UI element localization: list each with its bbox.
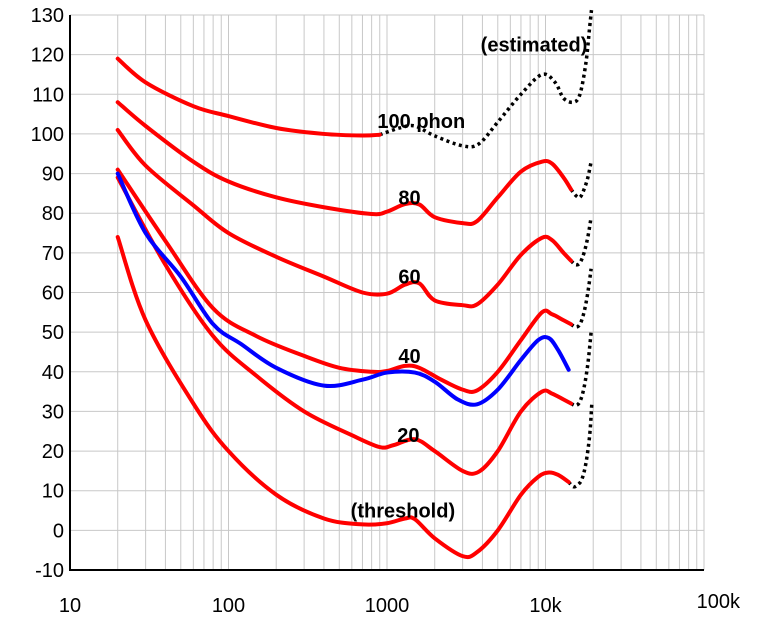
- annotation-estimated: (estimated): [481, 35, 588, 57]
- annotation-80: 80: [398, 187, 420, 209]
- y-tick-label: 60: [42, 283, 64, 305]
- series-line-40-2: [115, 167, 574, 394]
- series-line-80-4: [115, 100, 574, 226]
- y-tick-label: -10: [35, 560, 64, 582]
- series-line-extension-7: [569, 161, 593, 200]
- annotation-threshold: (threshold): [351, 501, 455, 523]
- y-tick-label: 70: [42, 243, 64, 265]
- annotation-20: 20: [397, 425, 419, 447]
- y-tick-label: 90: [42, 164, 64, 186]
- y-tick-label: 0: [53, 520, 64, 542]
- x-tick-label: 100: [212, 595, 245, 617]
- y-tick-label: 80: [42, 203, 64, 225]
- series-line-20-1: [115, 175, 574, 476]
- annotations: (estimated) 100 phon 80 60 40 20 (threshold): [351, 35, 588, 523]
- series-line-extension-8: [569, 216, 593, 267]
- series-line-60-3: [115, 127, 574, 309]
- series-line-extension-10: [570, 331, 593, 408]
- y-tick-label: 110: [32, 84, 64, 106]
- series-line-threshold-0: [115, 235, 571, 560]
- y-tick-label: 40: [42, 362, 64, 384]
- series-line-100-phon-5: [115, 56, 382, 138]
- annotation-60: 60: [398, 267, 420, 289]
- series-layer: [115, 6, 594, 560]
- series-line-100-phon-6: [379, 6, 594, 149]
- x-tick-label: 100k: [697, 591, 741, 613]
- y-tick-label: 50: [42, 322, 64, 344]
- grid: [70, 14, 705, 570]
- x-tick-label: 10k: [529, 595, 562, 617]
- y-tick-label: 10: [42, 481, 64, 503]
- series-line-extension-9: [570, 268, 593, 329]
- y-tick-label: 30: [42, 401, 64, 423]
- series-line-extension-11: [567, 403, 594, 489]
- tick-labels: -10 0 10 20 30 40 50 60 70 80 90 100 110 120 130 10 100 1…: [31, 5, 741, 617]
- y-tick-label: 100: [31, 124, 64, 146]
- y-tick-label: 20: [42, 441, 64, 463]
- x-tick-label: 10: [59, 595, 81, 617]
- y-tick-label: 120: [31, 45, 64, 67]
- axes: [69, 15, 704, 571]
- series-line-comparison-12: [115, 171, 571, 407]
- x-tick-label: 1000: [365, 595, 410, 617]
- y-tick-label: 130: [31, 5, 64, 27]
- annotation-100-phon: 100 phon: [377, 111, 465, 133]
- annotation-40: 40: [398, 346, 420, 368]
